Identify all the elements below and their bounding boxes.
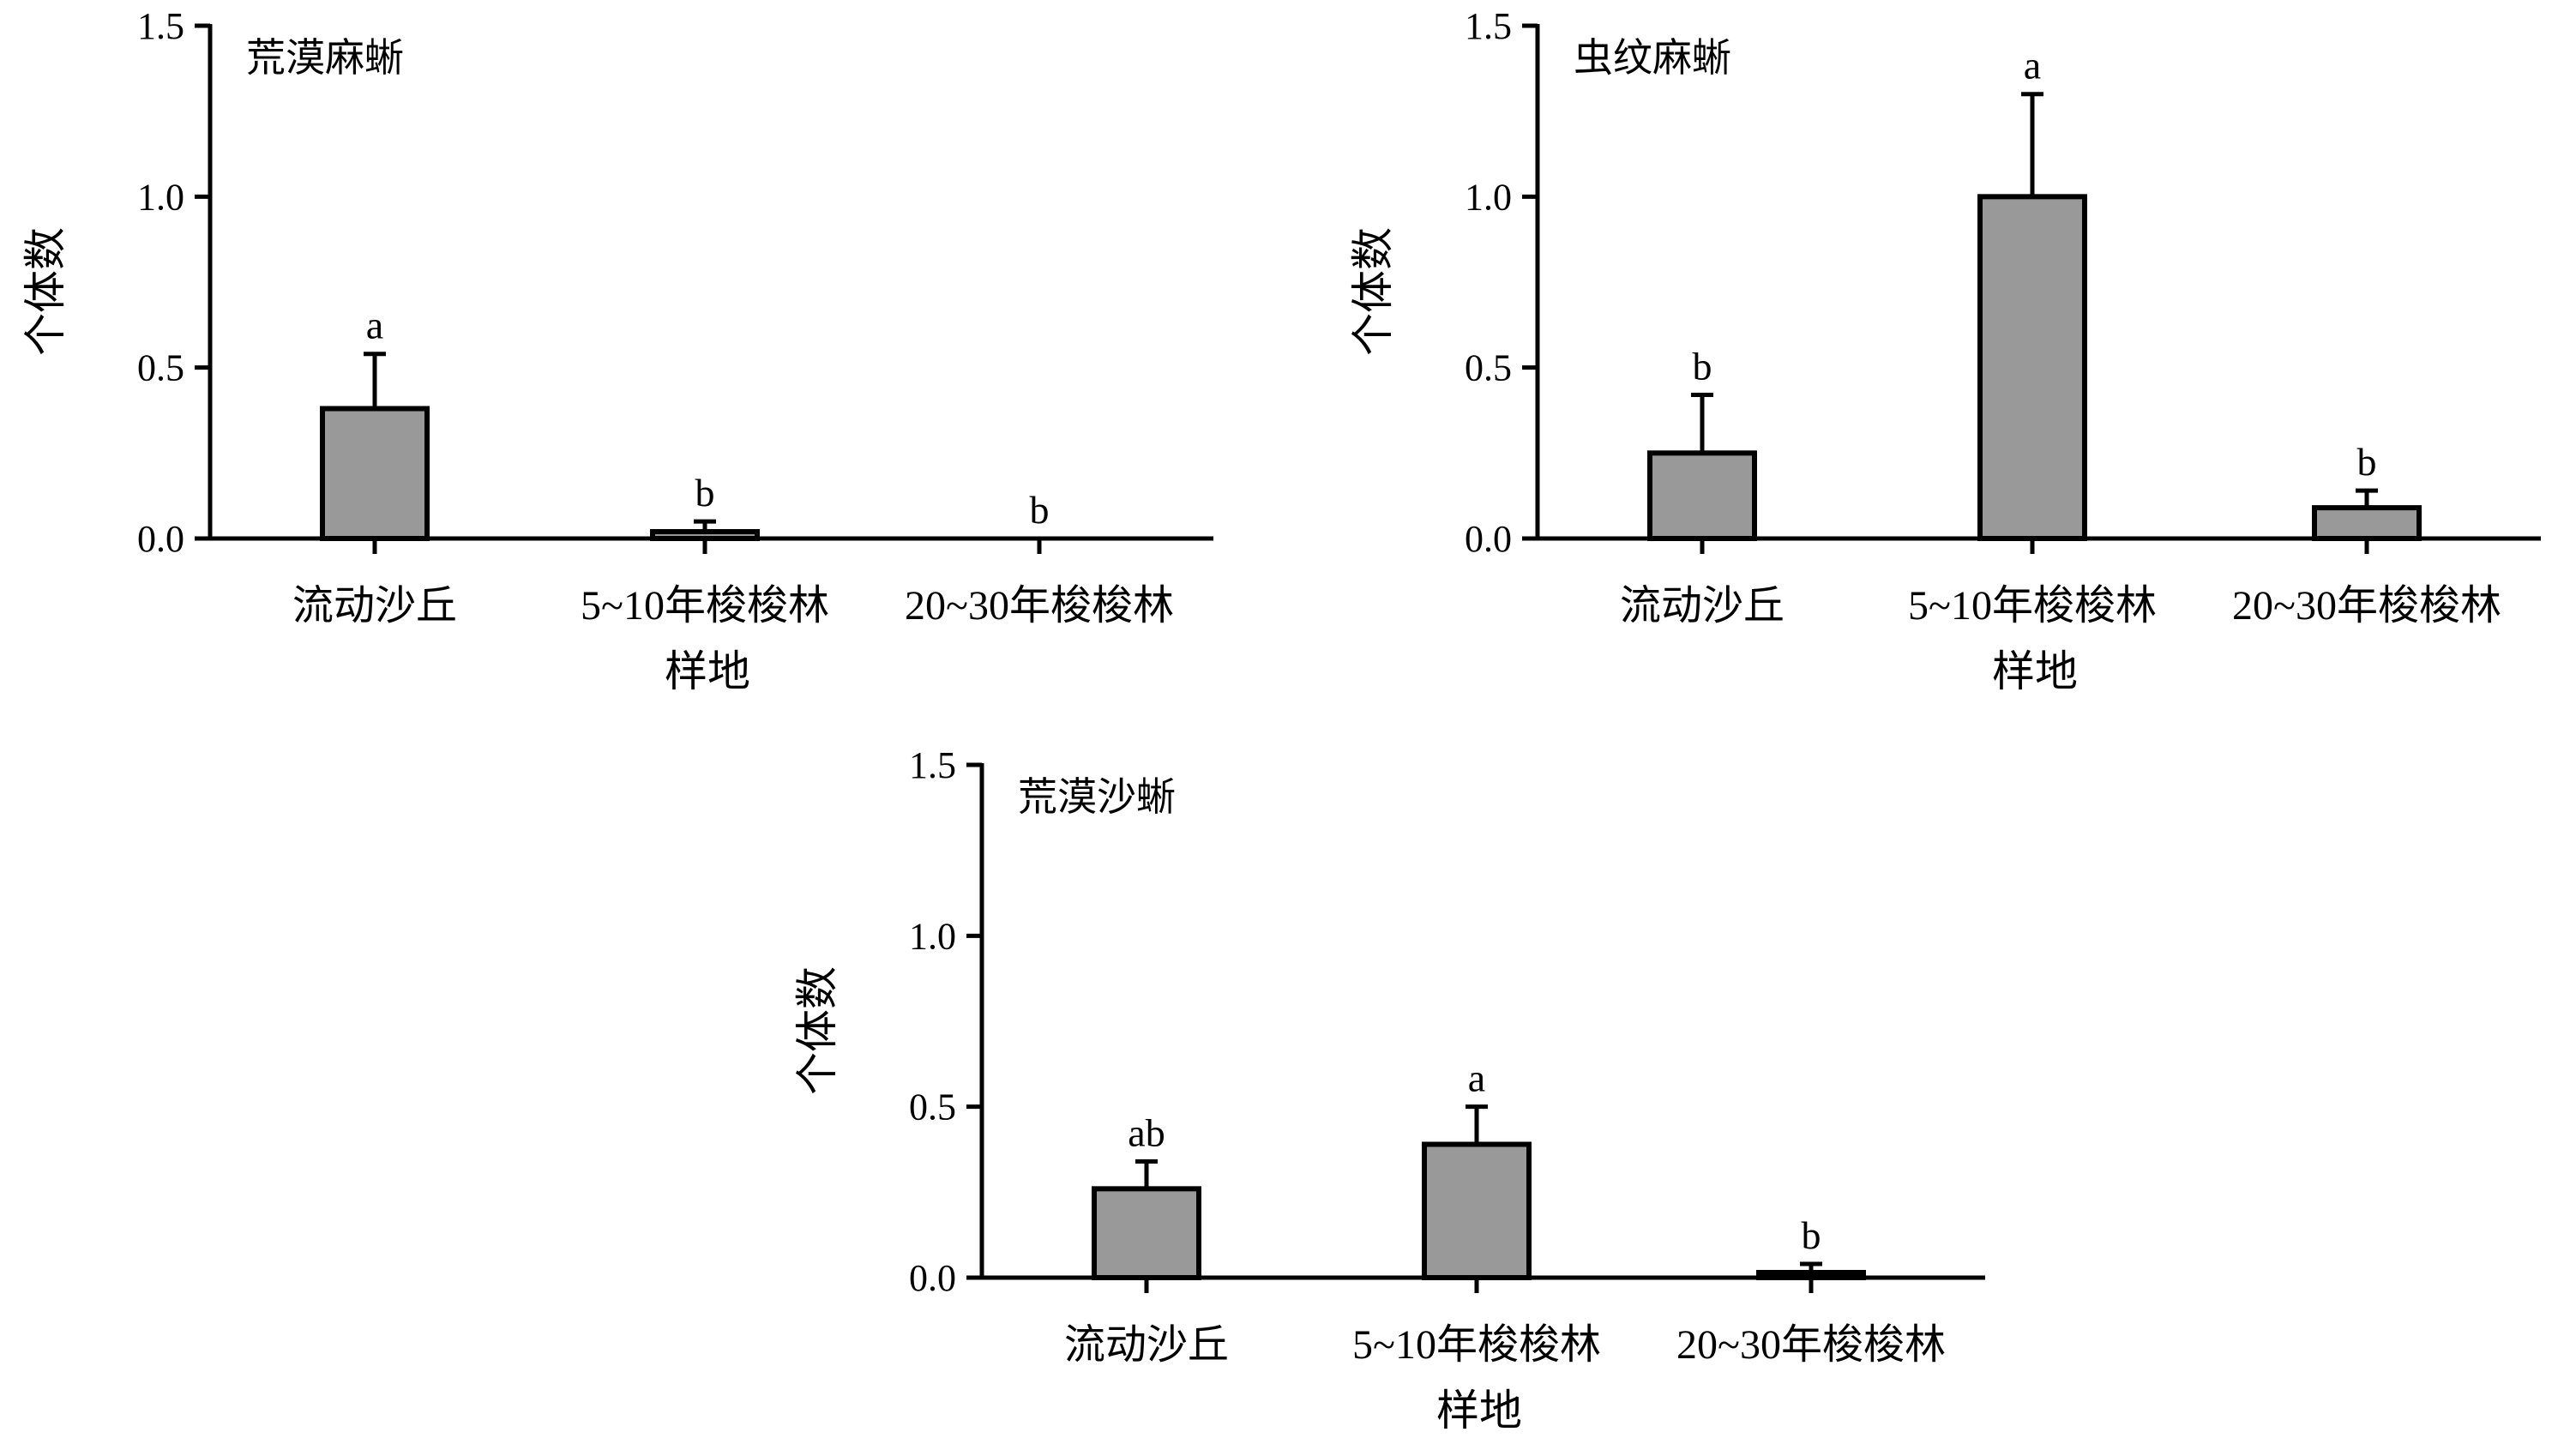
y-tick-label: 1.0 — [909, 915, 956, 957]
significance-label: a — [2024, 44, 2041, 87]
bar — [1977, 194, 2087, 541]
x-tick-label: 20~30年梭梭林 — [2232, 583, 2501, 629]
x-tick-label: 20~30年梭梭林 — [905, 583, 1174, 629]
y-tick-label: 0.5 — [137, 347, 184, 389]
x-tick-label: 5~10年梭梭林 — [581, 583, 829, 629]
significance-label: b — [1030, 488, 1050, 532]
bar — [650, 529, 760, 542]
x-tick-label: 流动沙丘 — [1620, 583, 1785, 629]
x-axis-label: 样地 — [1436, 1387, 1522, 1435]
chart-panel-desert-racerunner: 荒漠麻蜥 个体数 样地 0.0 0.5 1.0 1.5 a 流动沙丘 b 5~10年梭梭林 b 2… — [21, 5, 1213, 695]
y-tick-label: 0.0 — [909, 1257, 956, 1299]
significance-label: b — [2357, 440, 2377, 484]
y-axis-label: 个体数 — [793, 966, 841, 1095]
x-tick-label: 流动沙丘 — [1064, 1322, 1229, 1368]
y-tick-label: 1.5 — [137, 5, 184, 47]
y-tick-label: 0.0 — [137, 518, 184, 560]
panel-title: 虫纹麻蜥 — [1574, 36, 1731, 80]
significance-label: b — [695, 471, 715, 514]
bar — [1422, 1141, 1532, 1280]
significance-label: b — [1693, 345, 1712, 388]
y-tick-label: 0.5 — [909, 1086, 956, 1128]
bar — [1647, 450, 1757, 541]
x-tick-label: 5~10年梭梭林 — [1908, 583, 2157, 629]
panel-title: 荒漠麻蜥 — [246, 36, 404, 80]
chart-panel-desert-toad-headed-agama: 荒漠沙蜥 个体数 样地 0.0 0.5 1.0 1.5 ab 流动沙丘 a 5~10年梭梭林 b… — [793, 744, 1985, 1435]
y-axis-label: 个体数 — [1349, 227, 1397, 356]
x-axis-label: 样地 — [1992, 647, 2078, 695]
x-tick-label: 20~30年梭梭林 — [1676, 1322, 1946, 1368]
y-tick-label: 1.5 — [909, 744, 956, 786]
significance-label: ab — [1128, 1110, 1165, 1154]
y-tick-label: 0.0 — [1465, 518, 1512, 560]
y-tick-label: 1.0 — [1465, 176, 1512, 218]
bar — [1092, 1186, 1201, 1281]
significance-label: b — [1802, 1213, 1821, 1257]
x-tick-label: 5~10年梭梭林 — [1352, 1322, 1601, 1368]
y-tick-label: 1.0 — [137, 176, 184, 218]
bar — [320, 406, 430, 541]
significance-label: a — [366, 304, 383, 347]
chart-panel-multi-ocellated-racerunner: 虫纹麻蜥 个体数 样地 0.0 0.5 1.0 1.5 b 流动沙丘 a 5~10年梭梭林 b 2… — [1349, 5, 2541, 695]
y-tick-label: 1.5 — [1465, 5, 1512, 47]
bar — [2312, 505, 2422, 541]
x-tick-label: 流动沙丘 — [292, 583, 457, 629]
y-tick-label: 0.5 — [1465, 347, 1512, 389]
panel-title: 荒漠沙蜥 — [1018, 775, 1176, 819]
significance-label: a — [1468, 1056, 1485, 1100]
x-axis-label: 样地 — [665, 647, 750, 695]
y-axis-label: 个体数 — [21, 227, 69, 356]
